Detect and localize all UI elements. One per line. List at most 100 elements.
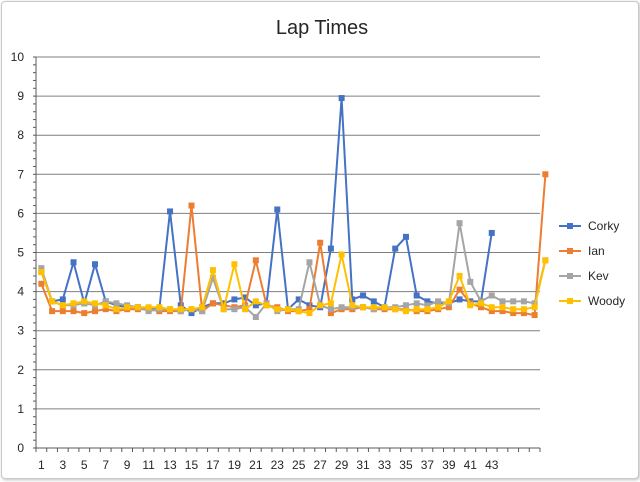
y-tick-label: 9 [17, 89, 24, 103]
data-point [81, 310, 88, 317]
data-point [231, 261, 238, 268]
data-point [188, 310, 195, 317]
data-point [520, 310, 527, 317]
data-point [542, 171, 549, 178]
x-tick-label: 7 [102, 458, 109, 472]
data-point [370, 298, 377, 305]
data-point [499, 304, 506, 311]
data-point [59, 296, 66, 303]
data-point [510, 298, 517, 305]
data-point [295, 308, 302, 315]
data-point [402, 308, 409, 315]
legend: Corky Ian Kev Woody [559, 219, 625, 308]
y-tick-label: 7 [17, 167, 24, 181]
data-point [220, 306, 227, 313]
data-point [285, 306, 291, 313]
x-tick-label: 5 [81, 458, 88, 472]
x-tick-label: 17 [206, 458, 220, 472]
data-point [102, 302, 109, 309]
legend-swatch-marker [567, 248, 573, 254]
data-point [91, 261, 98, 268]
y-tick-label: 5 [17, 246, 24, 260]
data-point [199, 304, 206, 311]
x-tick-label: 37 [421, 458, 435, 472]
data-point [402, 233, 409, 240]
data-point [488, 229, 495, 236]
data-point [520, 298, 527, 305]
data-point [252, 302, 259, 309]
data-point [134, 304, 141, 311]
x-tick-label: 1 [38, 458, 45, 472]
data-point [38, 280, 45, 287]
legend-swatch-marker [567, 223, 573, 229]
data-point [102, 306, 109, 313]
series-line [40, 174, 547, 317]
data-point [317, 302, 324, 309]
data-point [402, 302, 409, 309]
y-tick-label: 6 [17, 206, 24, 220]
x-tick-label: 39 [442, 458, 456, 472]
x-tick-label: 13 [163, 458, 177, 472]
x-tick-label: 33 [378, 458, 392, 472]
data-point [360, 304, 367, 311]
data-point [59, 302, 66, 309]
legend-item-corky: Corky [559, 219, 619, 233]
series-corky [38, 95, 495, 317]
x-tick-label: 9 [124, 458, 131, 472]
data-point [49, 298, 56, 305]
y-tick-label: 10 [11, 50, 25, 64]
data-point [381, 304, 388, 311]
data-point [306, 306, 313, 313]
gridlines [36, 56, 540, 410]
data-point [317, 239, 324, 246]
data-point [478, 304, 485, 311]
data-point [327, 306, 334, 313]
data-point [113, 300, 120, 307]
data-point [467, 278, 474, 285]
x-tick-label: 23 [271, 458, 285, 472]
data-point [531, 312, 538, 319]
data-point [59, 308, 66, 315]
data-point [209, 274, 216, 281]
data-point [349, 296, 356, 303]
data-point [70, 259, 77, 266]
data-point [274, 206, 281, 213]
data-point [242, 294, 249, 301]
data-point [456, 286, 463, 293]
data-point [231, 296, 238, 303]
data-point [91, 300, 98, 307]
data-point [542, 257, 549, 264]
legend-label: Corky [588, 219, 619, 233]
data-point [327, 245, 334, 252]
data-point [102, 298, 109, 305]
data-point [435, 298, 442, 305]
data-point [145, 308, 152, 315]
y-tick-label: 3 [17, 324, 24, 338]
data-point [38, 265, 45, 272]
data-point [263, 302, 270, 309]
data-point [242, 306, 249, 313]
data-point [327, 300, 334, 307]
data-point [424, 298, 431, 305]
data-point [199, 308, 206, 315]
data-point [81, 298, 88, 305]
data-point [70, 308, 77, 315]
data-point [467, 302, 474, 309]
data-point [360, 292, 367, 299]
data-point [520, 306, 527, 313]
x-tick-label: 11 [142, 458, 155, 472]
data-point [113, 306, 120, 313]
data-point [167, 306, 174, 313]
data-point [488, 292, 495, 299]
data-point [424, 302, 431, 309]
data-point [456, 272, 463, 279]
data-point [252, 257, 259, 264]
x-tick-label: 21 [249, 458, 263, 472]
data-point [413, 300, 420, 307]
data-point [124, 304, 131, 311]
data-point [252, 298, 259, 305]
data-point [209, 267, 216, 274]
data-point [91, 308, 98, 315]
x-tick-label: 19 [228, 458, 242, 472]
